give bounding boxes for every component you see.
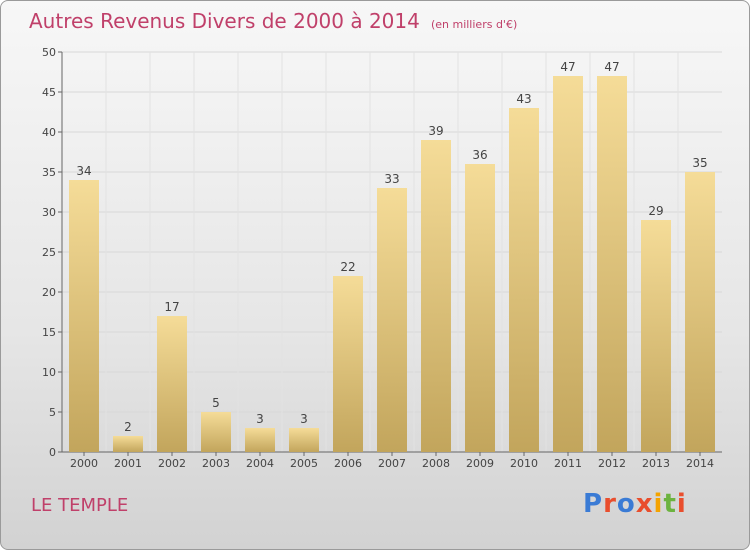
value-label-2002: 17	[164, 300, 179, 314]
bar-2005	[289, 428, 319, 452]
bar-2007	[377, 188, 407, 452]
logo-letter: t	[663, 489, 677, 519]
x-tick-label-2006: 2006	[334, 457, 362, 470]
value-label-2013: 29	[648, 204, 663, 218]
x-tick-label-2005: 2005	[290, 457, 318, 470]
bar-2002	[157, 316, 187, 452]
y-tick-label: 40	[42, 126, 56, 139]
x-tick-label-2011: 2011	[554, 457, 582, 470]
value-label-2003: 5	[212, 396, 220, 410]
logo-letter: P	[583, 489, 604, 519]
value-label-2005: 3	[300, 412, 308, 426]
bar-2010	[509, 108, 539, 452]
bar-2000	[69, 180, 99, 452]
y-tick-label: 25	[42, 246, 56, 259]
y-tick-label: 50	[42, 46, 56, 59]
logo-letter: i	[676, 489, 687, 519]
chart-title-main: Autres Revenus Divers de 2000 à 2014	[29, 9, 420, 33]
chart-title: Autres Revenus Divers de 2000 à 2014 (en…	[29, 9, 517, 33]
y-tick-label: 5	[49, 406, 56, 419]
x-tick-label-2008: 2008	[422, 457, 450, 470]
value-label-2014: 35	[692, 156, 707, 170]
proxiti-logo: Proxiti	[583, 489, 687, 519]
value-label-2011: 47	[560, 60, 575, 74]
value-label-2009: 36	[472, 148, 487, 162]
value-label-2012: 47	[604, 60, 619, 74]
bar-2006	[333, 276, 363, 452]
x-tick-label-2004: 2004	[246, 457, 274, 470]
town-name: LE TEMPLE	[31, 495, 129, 516]
x-tick-label-2002: 2002	[158, 457, 186, 470]
y-tick-label: 15	[42, 326, 56, 339]
logo-letter: x	[635, 489, 654, 519]
value-label-2007: 33	[384, 172, 399, 186]
bar-2001	[113, 436, 143, 452]
x-tick-label-2007: 2007	[378, 457, 406, 470]
x-tick-label-2010: 2010	[510, 457, 538, 470]
y-tick-label: 30	[42, 206, 56, 219]
bar-2011	[553, 76, 583, 452]
x-tick-label-2014: 2014	[686, 457, 714, 470]
logo-letter: o	[616, 489, 636, 519]
bar-2004	[245, 428, 275, 452]
x-tick-label-2003: 2003	[202, 457, 230, 470]
x-tick-label-2009: 2009	[466, 457, 494, 470]
bar-2014	[685, 172, 715, 452]
y-tick-label: 0	[49, 446, 56, 459]
y-tick-label: 10	[42, 366, 56, 379]
value-label-2006: 22	[340, 260, 355, 274]
chart-title-unit: (en milliers d'€)	[430, 18, 518, 31]
bar-2008	[421, 140, 451, 452]
bar-2013	[641, 220, 671, 452]
x-tick-label-2012: 2012	[598, 457, 626, 470]
bar-2009	[465, 164, 495, 452]
value-label-2008: 39	[428, 124, 443, 138]
logo-letter: r	[603, 489, 617, 519]
x-tick-label-2001: 2001	[114, 457, 142, 470]
value-label-2001: 2	[124, 420, 132, 434]
bar-2012	[597, 76, 627, 452]
value-label-2004: 3	[256, 412, 264, 426]
y-tick-label: 20	[42, 286, 56, 299]
value-label-2000: 34	[76, 164, 91, 178]
x-tick-label-2000: 2000	[70, 457, 98, 470]
bar-2003	[201, 412, 231, 452]
logo-letter: i	[653, 489, 664, 519]
value-label-2010: 43	[516, 92, 531, 106]
x-tick-label-2013: 2013	[642, 457, 670, 470]
y-tick-label: 45	[42, 86, 56, 99]
y-tick-label: 35	[42, 166, 56, 179]
